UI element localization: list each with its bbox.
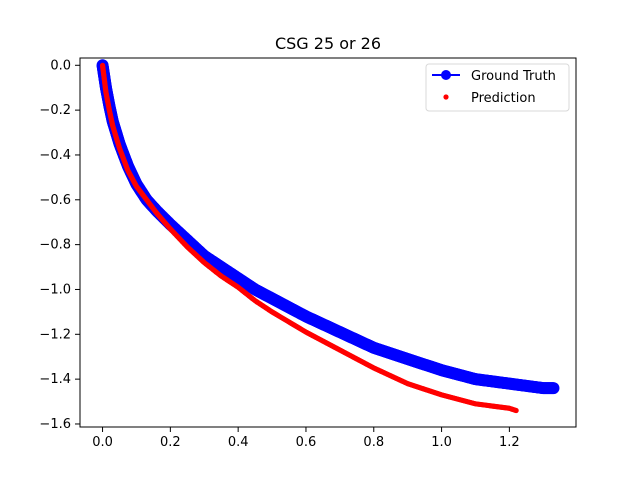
y-tick-label: −1.2 — [39, 327, 71, 342]
y-tick-label: −0.8 — [39, 238, 71, 253]
axes-layer: 0.0 0.2 0.4 0.6 0.8 1.0 1.2 0.0 −0.2 −0.4 −0.6 −0.8… — [39, 57, 577, 450]
chart-title: CSG 25 or 26 — [275, 34, 381, 53]
y-tick-label: −0.6 — [39, 193, 71, 208]
legend: Ground Truth Prediction — [425, 63, 570, 112]
plot-area — [96, 59, 560, 414]
x-tick-label: 0.2 — [160, 435, 181, 450]
legend-prediction-marker — [443, 94, 449, 100]
x-tick-label: 0.0 — [92, 435, 113, 450]
legend-box — [425, 63, 570, 112]
y-tick-label: −0.4 — [39, 148, 71, 163]
ground-truth-marker — [547, 382, 560, 395]
x-tick-label: 1.0 — [431, 435, 452, 450]
y-tick-label: −1.4 — [39, 372, 71, 387]
y-tick-label: −1.6 — [39, 417, 71, 432]
plot-frame — [79, 57, 577, 428]
x-tick-label: 0.6 — [296, 435, 317, 450]
x-tick-label: 0.8 — [363, 435, 384, 450]
prediction-point — [513, 407, 519, 414]
y-tick-label: −1.0 — [39, 282, 71, 297]
y-tick-label: 0.0 — [50, 58, 71, 73]
x-tick-label: 0.4 — [228, 435, 249, 450]
legend-ground-truth-label: Ground Truth — [471, 69, 556, 84]
legend-prediction-label: Prediction — [471, 91, 536, 106]
legend-ground-truth-marker — [441, 70, 451, 80]
x-tick-label: 1.2 — [499, 435, 520, 450]
y-tick-label: −0.2 — [39, 103, 71, 118]
